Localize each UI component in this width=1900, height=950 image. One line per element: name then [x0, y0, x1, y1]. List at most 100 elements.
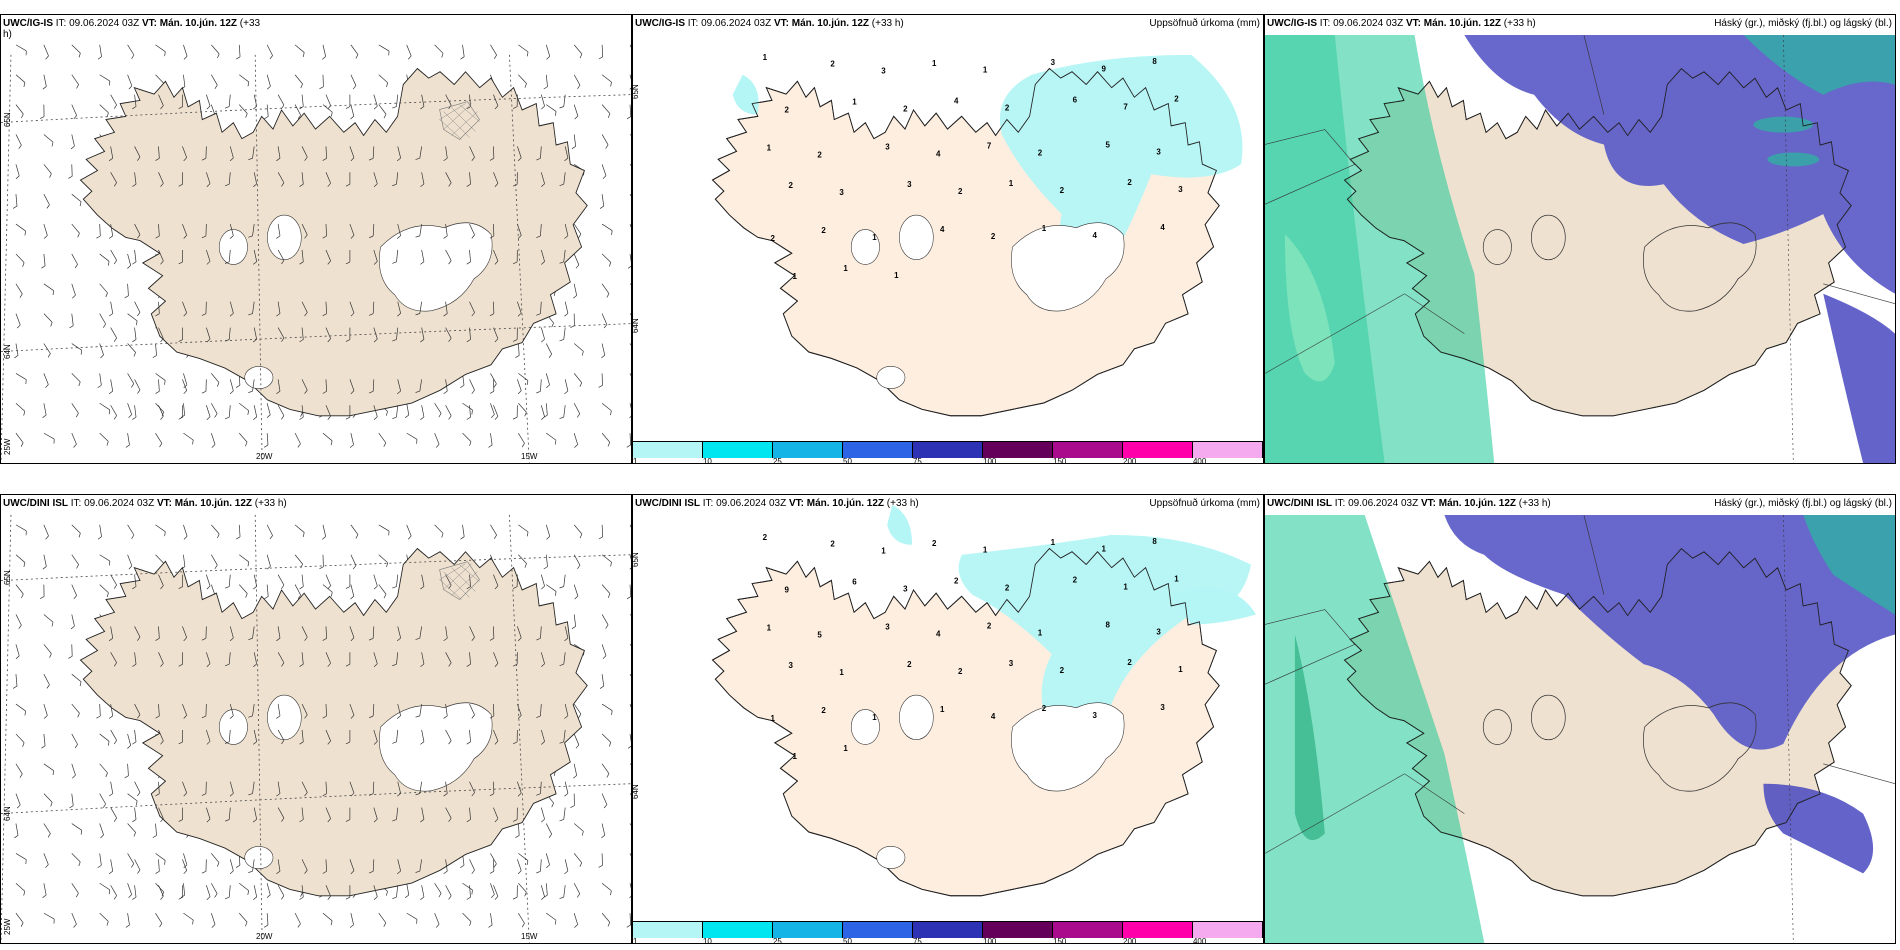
wind-barb — [512, 884, 518, 900]
lead-time: (+33 — [239, 18, 261, 29]
precip-map[interactable]: 1 2 3 1 1 3 9 8 2 1 2 4 2 6 7 2 1 2 3 4 7 2 5 3 2 3 3 2 1 2 2 3 2 2 1 4 2 1 4 4… — [633, 15, 1263, 441]
precip-value-label: 2 — [903, 105, 908, 114]
legend-swatch — [1053, 442, 1123, 458]
wind-barb — [559, 884, 566, 900]
wind-barb — [152, 524, 168, 537]
wind-barb — [321, 94, 332, 110]
init-time: 09.06.2024 03Z — [1333, 18, 1404, 29]
wind-barb — [236, 74, 251, 87]
precip-value-label: 8 — [1106, 620, 1111, 629]
wind-barb — [67, 104, 78, 120]
wind-map-svg — [1, 514, 631, 943]
precip-value-label: 1 — [1051, 538, 1056, 547]
legend-swatch — [633, 922, 703, 938]
wind-barb — [12, 134, 23, 150]
wind-barb — [459, 882, 475, 895]
hatched-area — [439, 561, 480, 600]
wind-barb — [224, 573, 231, 589]
wind-barb — [625, 703, 631, 719]
legend-colorbar — [633, 441, 1263, 458]
wind-barb — [11, 163, 21, 180]
wind-barb — [179, 524, 189, 540]
cloud-map[interactable] — [1265, 515, 1895, 943]
cloud-map[interactable] — [1265, 35, 1895, 463]
legend-tick-label: 1 — [633, 457, 638, 464]
wind-barb — [11, 673, 18, 689]
precip-value-label: 1 — [852, 98, 857, 107]
wind-barb — [178, 884, 184, 900]
precip-value-label: 2 — [1174, 95, 1179, 104]
wind-barb — [570, 524, 584, 539]
wind-barb — [124, 793, 140, 806]
wind-barb — [375, 74, 390, 88]
wind-barb — [130, 404, 137, 420]
iceland-land — [79, 67, 589, 417]
model-name: UWC/DINI ISL — [1267, 498, 1332, 509]
wind-barb — [625, 733, 631, 749]
valid-time: Mán. 10.jún. 12Z — [1423, 18, 1501, 29]
legend-tick-label: 100 — [983, 937, 997, 944]
vt-label: VT: — [788, 498, 804, 509]
legend-swatch — [633, 442, 703, 458]
precip-value-label: 1 — [1102, 545, 1107, 554]
legend-tick-label: 10 — [702, 457, 712, 464]
wind-barb — [274, 404, 286, 420]
wind-barb — [627, 134, 631, 147]
wind-barb — [291, 912, 302, 928]
wind-barb — [515, 554, 529, 568]
panel-header: UWC/IG-IS IT: 09.06.2024 03Z VT: Mán. 10… — [3, 18, 260, 40]
wind-barb — [130, 884, 137, 900]
wind-barb — [180, 912, 196, 925]
wind-barb — [391, 573, 399, 589]
cloud-map-svg — [1265, 515, 1895, 943]
wind-barb — [597, 643, 607, 660]
precip-value-label: 2 — [1060, 666, 1065, 675]
wind-barb — [318, 554, 324, 570]
wind-barb — [626, 853, 631, 869]
wind-barb — [40, 823, 52, 838]
wind-barb — [515, 373, 530, 386]
wind-barb — [68, 373, 82, 387]
precip-map[interactable]: 2 2 1 2 1 1 1 8 9 6 3 2 2 2 1 1 1 5 3 4 2 1 8 3 3 1 2 2 3 2 2 1 1 2 1 1 4 2 3 3… — [633, 495, 1263, 921]
wind-barb — [318, 524, 327, 540]
region-boundary — [1583, 35, 1605, 115]
vt-label: VT: — [156, 498, 172, 509]
wind-barb — [375, 554, 390, 568]
wind-barb — [297, 94, 304, 110]
wind-barb — [262, 882, 272, 899]
legend-tick-label: 400 — [1192, 457, 1207, 464]
wind-barb — [67, 793, 74, 809]
wind-barb — [106, 379, 114, 395]
glacier-hofsjokull — [266, 694, 303, 741]
lat-label-64n: 64N — [3, 806, 12, 821]
wind-barb — [346, 104, 355, 120]
wind-map-panel-igis: UWC/IG-IS IT: 09.06.2024 03Z VT: Mán. 10… — [0, 14, 632, 464]
wind-map[interactable] — [1, 495, 631, 943]
wind-barb — [626, 793, 631, 807]
wind-barb — [465, 859, 476, 875]
wind-barb — [559, 404, 566, 420]
wind-barb — [12, 74, 27, 88]
wind-barb — [376, 44, 392, 56]
wind-barb — [417, 404, 425, 421]
precip-value-label: 3 — [1009, 659, 1014, 668]
wind-barb — [12, 104, 25, 119]
wind-barb — [12, 614, 23, 630]
wind-barb — [570, 853, 584, 868]
precip-value-label: 7 — [1123, 103, 1128, 112]
mid-cloud-area-north — [1464, 35, 1895, 294]
precip-value-label: 1 — [940, 705, 945, 714]
precip-value-label: 2 — [1073, 576, 1078, 585]
precip-value-label: 1 — [983, 546, 988, 555]
legend-colorbar — [633, 921, 1263, 938]
legend-swatch — [913, 442, 983, 458]
wind-map[interactable] — [1, 15, 631, 463]
wind-barb — [40, 134, 55, 147]
wind-barb — [68, 882, 80, 898]
wind-barb — [542, 853, 551, 869]
wind-barb — [39, 402, 47, 419]
wind-barb — [12, 584, 25, 599]
wind-barb — [486, 44, 498, 60]
precip-value-label: 2 — [987, 621, 992, 630]
panel-header: UWC/IG-IS IT: 09.06.2024 03Z VT: Mán. 10… — [1267, 18, 1536, 29]
